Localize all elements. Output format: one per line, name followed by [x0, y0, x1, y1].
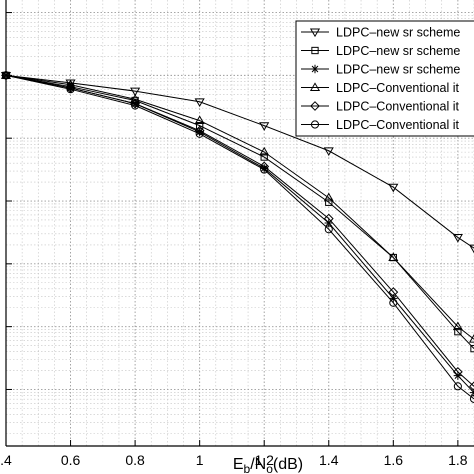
- x-axis-label-sub1: b: [244, 462, 251, 474]
- data-point: [260, 164, 269, 173]
- data-point: [259, 161, 270, 172]
- x-tick-label: 0.6: [61, 452, 81, 468]
- data-point: [66, 85, 75, 94]
- legend-marker: [310, 120, 320, 129]
- x-axis-label-unit: (dB): [273, 456, 303, 473]
- series-line: [5, 74, 474, 349]
- x-tick-label: 1.2: [254, 452, 274, 468]
- data-point: [194, 98, 205, 107]
- data-point: [389, 294, 398, 303]
- data-point: [389, 298, 398, 307]
- legend-label: LDPC–new sr scheme: [336, 26, 460, 40]
- legend-entry: LDPC–Conventional it: [301, 81, 460, 95]
- legend-entry: LDPC–new sr scheme: [301, 26, 460, 40]
- data-point: [469, 381, 474, 392]
- data-point: [194, 125, 205, 136]
- data-point: [323, 147, 334, 156]
- data-point: [195, 127, 204, 137]
- data-point: [194, 115, 205, 125]
- x-tick-label: 1.6: [384, 452, 404, 468]
- data-point: [323, 192, 334, 202]
- legend-box: [295, 20, 474, 137]
- data-point: [452, 321, 463, 331]
- x-axis-label-main: E: [233, 456, 244, 473]
- series-6: [1, 71, 474, 403]
- data-point: [259, 122, 270, 131]
- data-point: [388, 252, 399, 261]
- data-point: [259, 146, 270, 156]
- legend-entry: LDPC–Conventional it: [301, 118, 460, 132]
- legend-label: LDPC–new sr scheme: [336, 44, 460, 58]
- x-tick-label: .4: [0, 452, 12, 468]
- x-tick-label: 1.4: [319, 452, 339, 468]
- legend-label: LDPC–Conventional it: [336, 81, 460, 95]
- legend-marker: [309, 28, 321, 38]
- data-point: [260, 165, 269, 174]
- series-layer: [0, 70, 474, 403]
- legend-entry: LDPC–Conventional it: [301, 100, 460, 114]
- legend-label: LDPC–new sr scheme: [336, 63, 460, 77]
- x-tick-labels: .4 0.6 0.8 1 1.2 1.4 1.6 1.8: [0, 452, 468, 468]
- data-point: [324, 225, 333, 234]
- data-point: [470, 344, 474, 353]
- series-line: [5, 74, 474, 249]
- legend-entry: LDPC–new sr scheme: [301, 63, 460, 77]
- data-point: [468, 334, 474, 343]
- data-point: [323, 213, 334, 224]
- data-point: [130, 87, 141, 97]
- legend: LDPC–new sr scheme LDPC–new sr scheme LDPC…: [295, 20, 474, 137]
- data-point: [453, 382, 462, 391]
- x-axis-label-slash: /N: [250, 456, 266, 473]
- data-point: [325, 198, 333, 206]
- data-point: [468, 244, 474, 254]
- data-point: [195, 129, 204, 138]
- legend-marker: [311, 46, 319, 55]
- data-point: [388, 287, 399, 298]
- legend-marker: [310, 64, 320, 74]
- data-point: [131, 101, 140, 110]
- legend-entry: LDPC–new sr scheme: [301, 44, 460, 58]
- data-point: [454, 328, 462, 336]
- data-point: [452, 234, 463, 243]
- legend-label: LDPC–Conventional it: [336, 118, 460, 132]
- legend-marker: [310, 101, 320, 111]
- legend-label: LDPC–Conventional it: [336, 100, 460, 114]
- data-point: [388, 183, 399, 193]
- axes: [5, 0, 474, 447]
- x-axis-label: Eb/No(dB): [233, 456, 303, 474]
- series-line: [5, 74, 474, 400]
- x-tick-label: 1.8: [448, 452, 468, 468]
- data-point: [130, 98, 141, 109]
- x-tick-label: 0.8: [125, 452, 145, 468]
- series-line: [5, 74, 474, 340]
- legend-marker: [309, 82, 321, 91]
- x-axis-label-sub2: o: [266, 462, 273, 474]
- x-tick-label: 1: [196, 452, 204, 468]
- data-point: [260, 153, 268, 161]
- data-point: [452, 366, 463, 377]
